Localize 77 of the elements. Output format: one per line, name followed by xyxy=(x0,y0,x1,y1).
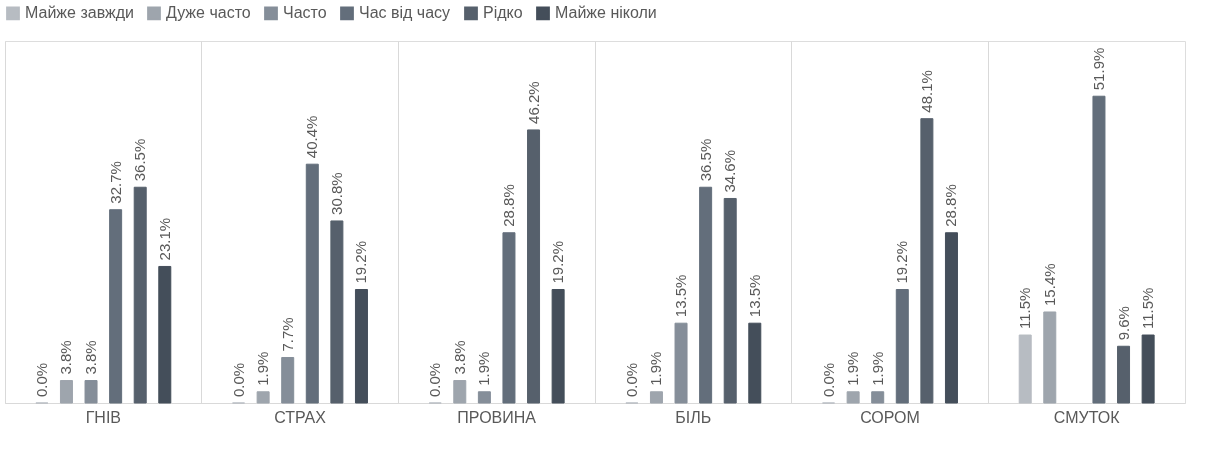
data-label: 34.6% xyxy=(721,149,739,193)
data-label: 9.6% xyxy=(1114,306,1132,341)
bar xyxy=(1018,334,1032,404)
data-label: 0.0% xyxy=(426,362,444,397)
bar xyxy=(723,197,737,404)
data-label: 0.0% xyxy=(32,362,50,397)
bar xyxy=(699,186,713,404)
data-label: 51.9% xyxy=(1089,47,1107,91)
x-tick-label: СТРАХ xyxy=(274,408,327,426)
data-label: 1.9% xyxy=(254,351,272,386)
data-label: 0.0% xyxy=(229,362,247,397)
x-tick-label: СМУТОК xyxy=(1053,408,1121,426)
legend-label: Майже завжди xyxy=(25,4,134,22)
bar xyxy=(305,163,319,404)
data-label: 3.8% xyxy=(57,340,75,375)
x-tick-label: ГНІВ xyxy=(85,408,122,426)
legend-label: Часто xyxy=(283,4,327,22)
bar xyxy=(330,220,344,404)
data-label: 3.8% xyxy=(82,340,100,375)
data-label: 28.8% xyxy=(942,184,960,227)
data-label: 1.9% xyxy=(647,351,665,386)
bar xyxy=(944,232,958,404)
data-label: 40.4% xyxy=(303,115,321,159)
data-label: 19.2% xyxy=(352,240,370,284)
data-label: 19.2% xyxy=(893,240,911,284)
data-label: 3.8% xyxy=(450,340,468,375)
data-label: 19.2% xyxy=(549,240,567,284)
bar xyxy=(477,391,491,404)
bar xyxy=(920,118,934,404)
bar xyxy=(354,289,368,404)
bar xyxy=(748,322,762,404)
bar xyxy=(846,391,860,404)
bar xyxy=(1092,95,1106,404)
data-label: 7.7% xyxy=(278,317,296,352)
legend-label: Дуже часто xyxy=(166,4,251,22)
data-label: 36.5% xyxy=(696,138,714,182)
data-label: 11.5% xyxy=(1016,287,1034,330)
data-label: 48.1% xyxy=(917,70,935,113)
legend-label: Майже ніколи xyxy=(555,4,657,22)
data-label: 13.5% xyxy=(672,274,690,318)
bar xyxy=(551,289,565,404)
data-label: 30.8% xyxy=(327,172,345,215)
bar xyxy=(133,186,147,404)
bar xyxy=(84,380,98,404)
data-label: 1.9% xyxy=(868,351,886,386)
data-label: 11.5% xyxy=(1139,287,1157,330)
bar xyxy=(1043,311,1057,404)
data-label: 15.4% xyxy=(1040,263,1058,306)
bar xyxy=(649,391,663,404)
bar xyxy=(453,380,467,404)
bar xyxy=(895,289,909,404)
bar xyxy=(502,232,516,404)
data-label: 1.9% xyxy=(475,351,493,386)
bar xyxy=(871,391,885,404)
data-label: 46.2% xyxy=(524,81,542,124)
legend-label: Час від часу xyxy=(359,4,451,22)
x-tick-label: СОРОМ xyxy=(860,408,920,426)
data-label: 1.9% xyxy=(844,351,862,386)
data-label: 32.7% xyxy=(106,161,124,204)
data-label: 0.0% xyxy=(819,362,837,397)
x-tick-label: БІЛЬ xyxy=(675,408,712,426)
bar xyxy=(1141,334,1155,404)
legend-label: Рідко xyxy=(483,4,523,22)
bar xyxy=(281,356,295,404)
data-label: 0.0% xyxy=(622,362,640,397)
x-tick-label: ПРОВИНА xyxy=(457,408,537,426)
data-label: 36.5% xyxy=(131,138,149,182)
bar xyxy=(59,380,73,404)
bar xyxy=(158,265,172,404)
bar xyxy=(1117,345,1131,404)
bar xyxy=(674,322,688,404)
data-label: 28.8% xyxy=(499,184,517,227)
data-label: 23.1% xyxy=(155,217,173,261)
data-label: 13.5% xyxy=(745,274,763,318)
bar xyxy=(527,129,541,404)
bar xyxy=(109,209,123,404)
bar xyxy=(256,391,270,404)
